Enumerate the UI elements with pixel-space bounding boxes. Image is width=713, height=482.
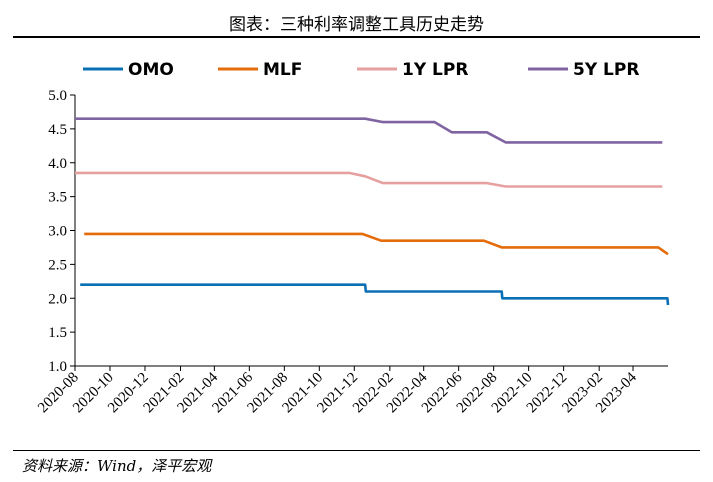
axes: 1.01.52.02.53.03.54.04.55.02020-082020-1…: [35, 88, 668, 416]
y-tick-label: 3.0: [48, 224, 67, 240]
legend: OMO MLF 1Y LPR 5Y LPR: [83, 60, 639, 80]
series-line-1y-lpr: [75, 171, 663, 188]
series-lines: [75, 117, 670, 306]
y-tick-label: 5.0: [48, 88, 67, 104]
y-tick-label: 2.0: [48, 291, 67, 307]
legend-label: OMO: [128, 60, 174, 80]
y-tick-label: 4.5: [48, 122, 67, 138]
legend-label: 1Y LPR: [402, 60, 468, 80]
y-tick-label: 1.0: [48, 359, 67, 375]
line-chart: OMO MLF 1Y LPR 5Y LPR 1.0 1.5 2.0 2.5 3.0 3.5 4.0…: [35, 60, 670, 416]
legend-label: 5Y LPR: [573, 60, 639, 80]
title-rule: [13, 36, 700, 38]
legend-label: MLF: [263, 60, 302, 80]
series-line-5y-lpr: [75, 117, 663, 144]
series-line-mlf: [84, 232, 669, 256]
y-tick-label: 4.0: [48, 156, 67, 172]
y-tick-label: 2.5: [48, 257, 67, 273]
series-line-omo: [80, 283, 670, 306]
source-note: 资料来源：Wind，泽平宏观: [22, 457, 212, 475]
source-rule: [13, 450, 700, 451]
y-tick-label: 3.5: [48, 190, 67, 206]
y-tick-label: 1.5: [48, 325, 67, 341]
chart-title: 图表：三种利率调整工具历史走势: [229, 15, 484, 35]
